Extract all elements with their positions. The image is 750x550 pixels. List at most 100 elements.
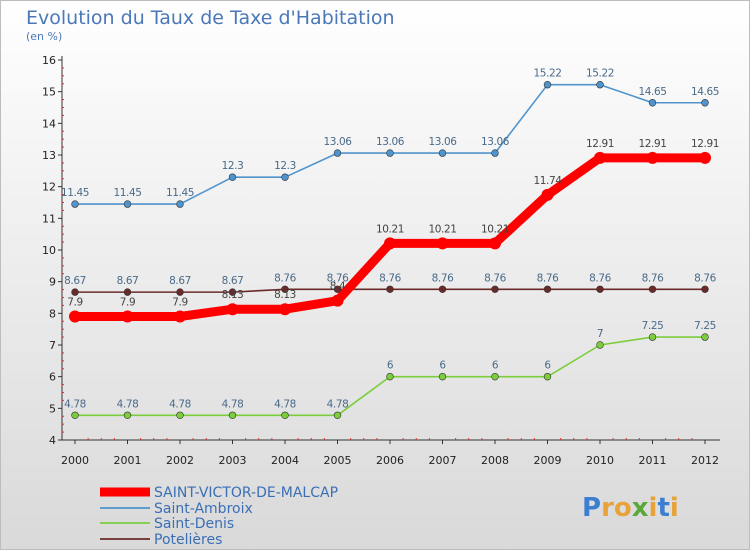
series-points xyxy=(69,80,711,419)
data-point xyxy=(123,288,132,296)
data-label: 7.25 xyxy=(642,320,664,332)
data-label: 8.13 xyxy=(274,289,296,301)
data-point xyxy=(701,99,709,107)
data-label: 4.78 xyxy=(117,398,139,410)
data-point xyxy=(701,333,709,341)
data-label: 6 xyxy=(544,360,551,372)
data-label: 8.76 xyxy=(432,272,454,284)
data-point xyxy=(596,80,604,89)
data-point xyxy=(596,341,604,349)
data-point xyxy=(228,173,237,181)
data-point xyxy=(176,288,184,296)
data-label: 8.76 xyxy=(327,272,349,284)
data-label: 4.78 xyxy=(222,398,244,410)
legend-label: Saint-Ambroix xyxy=(154,501,253,517)
data-point xyxy=(438,149,447,157)
data-point xyxy=(333,285,342,293)
data-point xyxy=(176,411,184,419)
x-tick-label: 2012 xyxy=(691,454,719,467)
data-point xyxy=(333,149,342,157)
data-label: 6 xyxy=(439,360,446,372)
data-label: 7 xyxy=(597,328,603,340)
y-tick-label: 6 xyxy=(49,371,56,384)
data-point xyxy=(648,99,657,107)
data-label: 8.67 xyxy=(169,275,191,287)
data-label: 11.74 xyxy=(533,175,562,187)
proxiti-logo: Proxiti xyxy=(582,493,679,523)
data-label: 13.06 xyxy=(428,136,457,148)
data-point xyxy=(71,200,79,208)
chart-subtitle: (en %) xyxy=(26,30,62,43)
data-point xyxy=(436,237,449,250)
data-point xyxy=(543,285,552,293)
data-label: 8.67 xyxy=(117,275,139,287)
y-tick-label: 16 xyxy=(42,54,56,67)
data-label: 8.76 xyxy=(642,272,664,284)
data-label: 8.76 xyxy=(537,272,559,284)
y-tick-label: 4 xyxy=(49,434,56,447)
legend: SAINT-VICTOR-DE-MALCAPSaint-AmbroixSaint… xyxy=(100,485,338,548)
data-point xyxy=(438,285,447,293)
data-label: 13.06 xyxy=(376,136,405,148)
data-label: 8.76 xyxy=(274,272,296,284)
x-tick-label: 2005 xyxy=(324,454,352,467)
data-point xyxy=(543,372,552,381)
y-tick-label: 7 xyxy=(49,339,56,352)
data-point xyxy=(69,310,81,323)
data-point xyxy=(123,411,132,419)
data-label: 12.3 xyxy=(274,160,296,172)
data-label: 13.06 xyxy=(481,136,510,148)
data-point xyxy=(176,200,184,208)
data-point xyxy=(648,285,657,293)
data-point xyxy=(281,173,289,181)
x-tick-label: 2006 xyxy=(376,454,404,467)
data-label: 11.45 xyxy=(166,187,194,199)
data-point xyxy=(331,294,344,307)
data-point xyxy=(279,303,291,316)
data-point xyxy=(594,151,606,164)
data-label: 8.67 xyxy=(64,275,86,287)
data-point xyxy=(543,80,552,89)
y-tick-label: 12 xyxy=(42,181,56,194)
x-tick-labels: 2000 2001 2002 2003 2004 2005 2006 2007 2008 2009… xyxy=(61,454,719,467)
x-tick-label: 2002 xyxy=(166,454,194,467)
data-point xyxy=(701,285,709,293)
data-label: 12.91 xyxy=(638,138,666,150)
data-point xyxy=(281,285,289,293)
data-point xyxy=(386,372,394,381)
data-point xyxy=(281,411,289,419)
data-point xyxy=(491,285,499,293)
data-label: 4.78 xyxy=(274,398,296,410)
data-point xyxy=(333,411,342,419)
data-label: 7.9 xyxy=(67,297,83,309)
data-point xyxy=(228,411,237,419)
data-label: 6 xyxy=(387,360,394,372)
x-tick-label: 2001 xyxy=(114,454,142,467)
data-point xyxy=(71,288,79,296)
data-label: 8.76 xyxy=(694,272,716,284)
data-label: 14.65 xyxy=(638,86,666,98)
data-point xyxy=(438,372,447,381)
data-label: 8.76 xyxy=(484,272,506,284)
y-tick-label: 14 xyxy=(42,117,56,130)
data-label: 8.67 xyxy=(222,275,244,287)
data-label: 8.4 xyxy=(330,281,346,293)
x-tick-label: 2004 xyxy=(271,454,299,467)
data-point xyxy=(123,200,132,208)
legend-label: SAINT-VICTOR-DE-MALCAP xyxy=(154,485,338,501)
x-tick-label: 2009 xyxy=(534,454,562,467)
data-label: 8.13 xyxy=(222,289,244,301)
data-point xyxy=(226,303,239,316)
data-label: 7.25 xyxy=(694,320,716,332)
data-point xyxy=(386,285,394,293)
data-point xyxy=(491,372,499,381)
data-label: 7.9 xyxy=(120,297,136,309)
y-tick-label: 13 xyxy=(42,149,56,162)
data-label: 4.78 xyxy=(327,398,349,410)
data-point xyxy=(228,288,237,296)
data-label: 14.65 xyxy=(691,86,719,98)
data-point xyxy=(596,285,604,293)
x-tick-label: 2003 xyxy=(219,454,247,467)
data-label: 15.22 xyxy=(586,68,614,80)
